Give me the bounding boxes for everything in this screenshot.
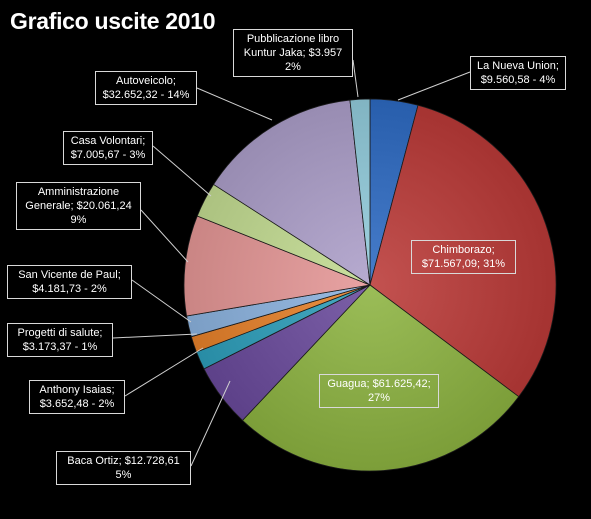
label-line: $32.652,32 - 14% [102, 89, 190, 101]
label-line: 5% [115, 469, 132, 481]
label-pubblicazione-libro: Pubblicazione libro Kuntur Jaka; $3.957 … [233, 29, 353, 77]
label-line: Progetti di salute; [17, 327, 103, 339]
leader-line [152, 145, 212, 197]
label-line: Casa Volontari; [70, 135, 146, 147]
label-chimborazo: Chimborazo; $71.567,09; 31% [411, 240, 516, 274]
label-line: $3.173,37 - 1% [22, 341, 98, 353]
label-line: $7.005,67 - 3% [70, 149, 146, 161]
label-autoveicolo: Autoveicolo; $32.652,32 - 14% [95, 71, 197, 105]
pie-slice-pubblicazione-libro-kuntur-jaka [349, 98, 371, 286]
leader-line [112, 333, 198, 339]
leader-line [196, 87, 273, 121]
chart-title: Grafico uscite 2010 [10, 8, 216, 34]
pie-slice-autoveicolo [212, 99, 371, 286]
leader-line [190, 380, 231, 467]
label-line: 2% [285, 61, 301, 73]
label-progetti-di-salute: Progetti di salute; $3.173,37 - 1% [7, 323, 113, 357]
label-line: San Vicente de Paul; [18, 269, 121, 281]
label-line: Anthony Isaias; [39, 384, 115, 396]
label-line: 27% [367, 392, 391, 404]
label-line: Chimborazo; [432, 244, 495, 256]
label-line: Baca Ortiz; $12.728,61 [67, 455, 180, 467]
label-line: Amministrazione [37, 186, 120, 198]
label-casa-volontari: Casa Volontari; $7.005,67 - 3% [63, 131, 153, 165]
label-anthony-isaias: Anthony Isaias; $3.652,48 - 2% [29, 380, 125, 414]
leader-lines [112, 59, 471, 467]
label-line: $4.181,73 - 2% [32, 283, 107, 295]
label-guagua: Guagua; $61.625,42; 27% [319, 374, 439, 408]
label-la-nueva-union: La Nueva Union; $9.560,58 - 4% [470, 56, 566, 90]
label-line: Kuntur Jaka; $3.957 [243, 47, 343, 59]
leader-line [397, 71, 471, 101]
label-line: Generale; $20.061,24 [25, 200, 132, 212]
pie-slice-chimborazo [369, 104, 557, 398]
leader-line [131, 279, 192, 323]
label-line: $71.567,09; 31% [421, 258, 506, 270]
pie-slice-amministrazione-generale [183, 215, 372, 317]
pie-slice-guagua [241, 284, 520, 472]
label-baca-ortiz: Baca Ortiz; $12.728,61 5% [56, 451, 191, 485]
label-line: Guagua; $61.625,42; [327, 378, 431, 390]
pie-slices [183, 98, 557, 472]
leader-line [140, 209, 189, 263]
label-line: $9.560,58 - 4% [480, 74, 556, 86]
leader-line [124, 347, 204, 397]
label-san-vicente-de-paul: San Vicente de Paul; $4.181,73 - 2% [7, 265, 132, 299]
label-line: La Nueva Union; [477, 60, 559, 72]
label-line: $3.652,48 - 2% [39, 398, 115, 410]
label-line: Autoveicolo; [116, 75, 176, 87]
label-line: 9% [70, 214, 87, 226]
leader-line [352, 59, 359, 98]
label-line: Pubblicazione libro [246, 33, 340, 45]
label-amministrazione-generale: Amministrazione Generale; $20.061,24 9% [16, 182, 141, 230]
